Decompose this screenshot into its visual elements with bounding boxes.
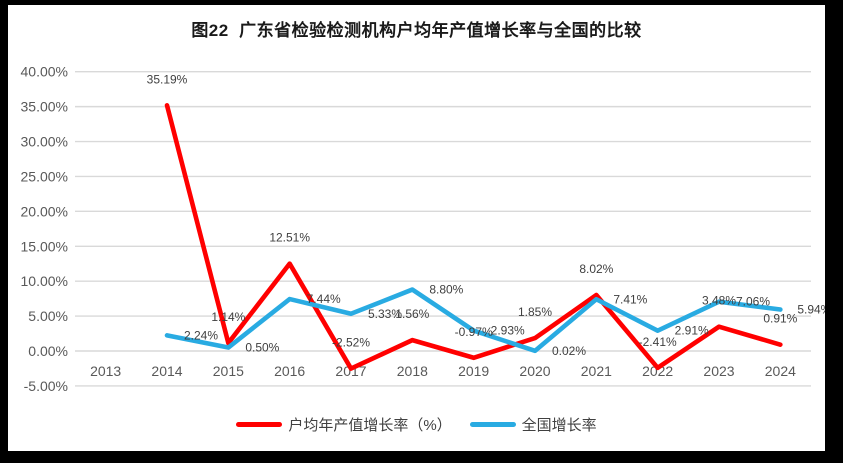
x-axis-tick-label: 2021 xyxy=(581,363,612,379)
x-axis-tick-label: 2023 xyxy=(703,363,734,379)
legend-label-huju: 户均年产值增长率（%） xyxy=(288,416,452,434)
x-axis-tick-label: 2019 xyxy=(458,363,489,379)
x-axis-tick-label: 2022 xyxy=(642,363,673,379)
y-axis-tick-label: 30.00% xyxy=(21,134,68,150)
y-axis-tick-label: -5.00% xyxy=(24,378,68,394)
x-axis-tick-label: 2020 xyxy=(519,363,550,379)
x-axis-tick-label: 2015 xyxy=(213,363,244,379)
data-label-huju: 1.85% xyxy=(518,305,552,319)
chart-panel: 图22 广东省检验检测机构户均年产值增长率与全国的比较 40.00% 35.00%… xyxy=(8,5,825,451)
y-axis-tick-label: 15.00% xyxy=(21,238,68,254)
data-label-huju: -0.97% xyxy=(455,325,493,339)
series-line-huju xyxy=(164,103,783,371)
data-label-huju: -2.41% xyxy=(639,335,677,349)
data-label-quanguo: 2.93% xyxy=(491,324,525,338)
y-axis-tick-label: 25.00% xyxy=(21,168,68,184)
data-label-huju: 35.19% xyxy=(147,72,188,86)
data-label-quanguo: 7.41% xyxy=(613,292,647,306)
legend-item-quanguo: 全国增长率 xyxy=(469,414,597,435)
legend-label-quanguo: 全国增长率 xyxy=(521,416,597,434)
data-label-quanguo: 5.33% xyxy=(368,307,402,321)
data-label-quanguo: 2.91% xyxy=(675,324,709,338)
y-axis-tick-label: 5.00% xyxy=(28,308,68,324)
data-label-quanguo: 5.94% xyxy=(797,303,825,317)
y-axis-tick-label: 35.00% xyxy=(21,99,68,115)
data-label-quanguo: 0.02% xyxy=(552,344,586,358)
data-label-huju: 1.56% xyxy=(395,307,429,321)
data-label-quanguo: 0.50% xyxy=(245,341,279,355)
data-label-quanguo: 7.44% xyxy=(307,292,341,306)
data-label-huju: -2.52% xyxy=(332,336,370,350)
data-label-huju: 12.51% xyxy=(269,231,310,245)
x-axis-tick-label: 2018 xyxy=(397,363,428,379)
x-axis-tick-label: 2016 xyxy=(274,363,305,379)
data-label-quanguo: 2.24% xyxy=(184,328,218,342)
blue-line-swatch-icon xyxy=(469,421,516,427)
x-axis-tick-label: 2014 xyxy=(151,363,182,379)
data-label-huju: 8.02% xyxy=(579,262,613,276)
chart-legend: 户均年产值增长率（%） 全国增长率 xyxy=(8,411,825,437)
y-axis-tick-label: 20.00% xyxy=(21,203,68,219)
data-label-huju: 3.48% xyxy=(702,294,736,308)
red-line-swatch-icon xyxy=(236,421,283,427)
y-axis-tick-label: 0.00% xyxy=(28,343,68,359)
chart-title: 图22 广东省检验检测机构户均年产值增长率与全国的比较 xyxy=(191,21,642,40)
x-axis-tick-label: 2024 xyxy=(765,363,796,379)
series-line-quanguo xyxy=(164,287,783,354)
data-label-huju: 1.14% xyxy=(211,310,245,324)
y-axis-tick-label: 40.00% xyxy=(21,64,68,80)
line-chart: 40.00% 35.00% 30.00% 25.00% 20.00% 15.00% 10.0… xyxy=(21,64,825,394)
data-label-quanguo: 7.06% xyxy=(736,295,770,309)
data-label-quanguo: 8.80% xyxy=(429,283,463,297)
data-label-huju: 0.91% xyxy=(763,312,797,326)
legend-item-huju: 户均年产值增长率（%） xyxy=(236,414,452,435)
x-axis-tick-label: 2013 xyxy=(90,363,121,379)
y-axis-tick-label: 10.00% xyxy=(21,273,68,289)
